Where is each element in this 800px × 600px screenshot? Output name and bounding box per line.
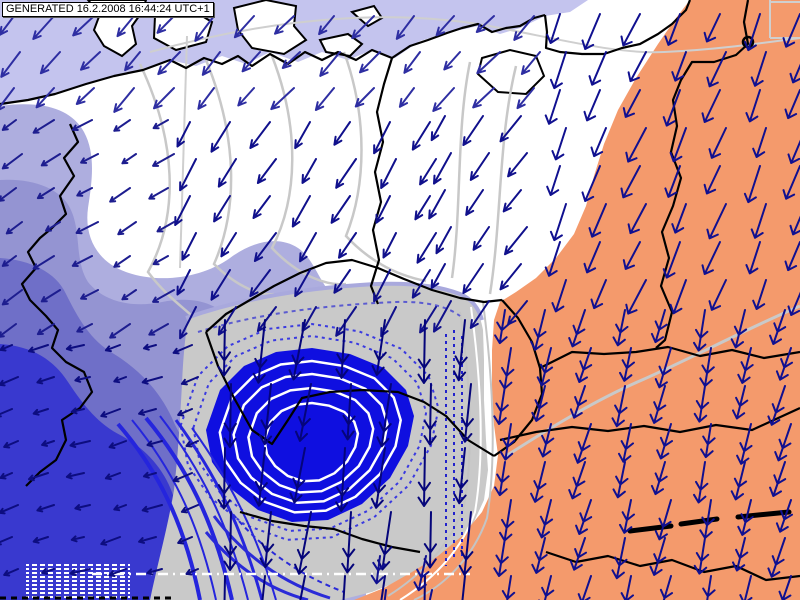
- isoline-a1: [138, 63, 193, 317]
- zone-band-royal: [0, 344, 218, 600]
- nw-land-arrows: [174, 121, 437, 340]
- corridor-arrows: [428, 115, 528, 333]
- blob-tail-3: [204, 531, 309, 600]
- wind-core-isoline-2: [232, 372, 389, 505]
- orange-south-arrows: [493, 309, 793, 600]
- sea-arrows: [0, 15, 541, 113]
- zone-orange: [354, 0, 800, 600]
- border-cz-south: [204, 331, 495, 457]
- gray-zone-long-arrows: [217, 319, 474, 600]
- stripe-6: [191, 427, 277, 600]
- south-wedge-arrows: [370, 555, 433, 600]
- border-sk-north: [539, 345, 800, 369]
- border-west: [20, 123, 94, 487]
- border-coast-east: [543, 0, 692, 56]
- southwest-barbs: [0, 343, 199, 577]
- isoline-a3: [270, 55, 347, 286]
- front-dash-2: [678, 516, 720, 527]
- orange-north-arrows: [544, 13, 800, 316]
- west-barbs: [0, 119, 175, 339]
- stripe-4: [159, 415, 249, 600]
- fan-line-3: [413, 301, 494, 600]
- border-de-pl: [369, 57, 394, 305]
- border-cz-southeast: [493, 299, 544, 457]
- stripe-3: [144, 416, 234, 600]
- island-ruegen: [476, 48, 546, 96]
- meridian-west: [179, 35, 188, 269]
- border-hu-south: [545, 550, 800, 582]
- fan-line-2: [399, 306, 482, 600]
- border-east: [655, 0, 750, 349]
- baltic-north-sea: [0, 0, 588, 106]
- isoline-a6: [488, 65, 518, 295]
- border-sk-south: [499, 407, 800, 442]
- isoline-a5: [450, 61, 472, 279]
- blob-tail-2: [221, 499, 345, 593]
- generated-timestamp-label: GENERATED 16.2.2008 16:44:24 UTC+1: [2, 2, 214, 17]
- wind-core-isoline-3: [247, 386, 375, 494]
- stripe-2: [131, 419, 217, 600]
- wind-core-isoline-1: [218, 359, 402, 514]
- hatch-block: [26, 562, 130, 600]
- island-lolland: [318, 32, 364, 58]
- isoline-a4: [342, 51, 427, 283]
- river-line: [505, 304, 800, 458]
- wind-core-isoline-4: [263, 401, 360, 483]
- border-cz-north: [205, 258, 503, 333]
